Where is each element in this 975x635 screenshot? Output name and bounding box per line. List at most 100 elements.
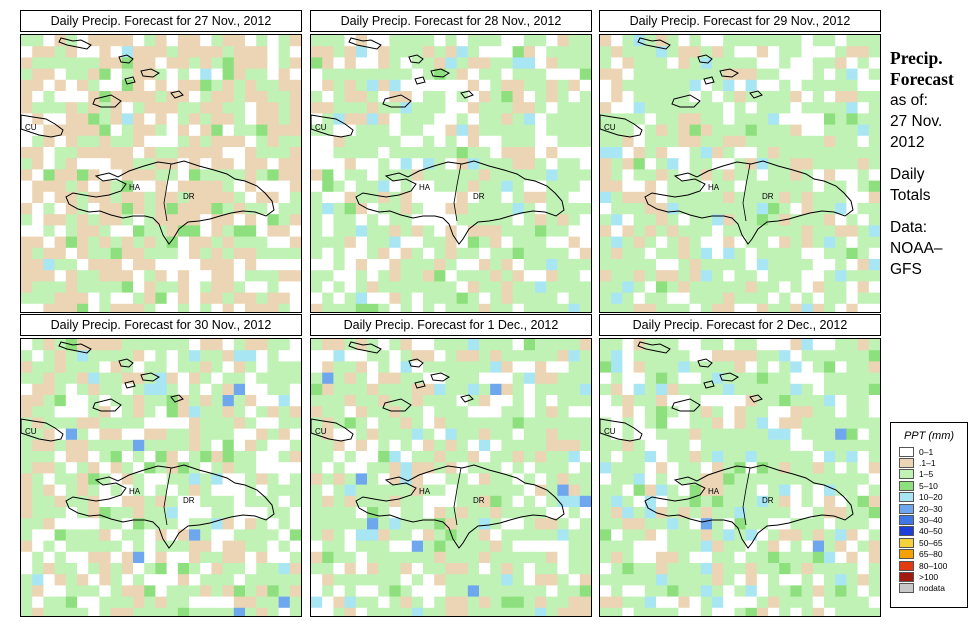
precip-cell — [166, 57, 179, 70]
precip-cell — [189, 574, 201, 586]
precip-cell — [177, 428, 190, 441]
precip-cell — [144, 180, 156, 193]
precip-cell — [333, 225, 346, 238]
precip-cell — [256, 507, 268, 519]
precip-cell — [790, 68, 803, 81]
precip-cell — [656, 395, 668, 407]
precip-cell — [355, 518, 368, 530]
precip-cell — [245, 596, 257, 609]
precip-cell — [501, 439, 514, 452]
precip-cell — [155, 596, 168, 609]
precip-cell — [121, 236, 134, 249]
precip-cell — [801, 113, 814, 126]
precip-cell — [256, 79, 268, 92]
precip-cell — [768, 169, 780, 182]
precip-cell — [411, 158, 424, 170]
precip-cell — [77, 124, 89, 137]
precip-cell — [812, 91, 825, 103]
precip-cell — [245, 191, 257, 204]
precip-cell — [689, 158, 702, 170]
precip-cell — [32, 507, 44, 519]
precip-cell — [54, 417, 67, 430]
precip-cell — [133, 518, 145, 530]
precip-cell — [512, 339, 525, 351]
precip-cell — [790, 428, 803, 441]
precip-cell — [355, 473, 368, 486]
precip-cell — [344, 158, 357, 170]
precip-cell — [812, 225, 825, 238]
precip-cell — [745, 339, 758, 351]
precip-cell — [857, 113, 870, 126]
precip-cell — [790, 292, 803, 305]
precip-cell — [411, 507, 424, 519]
precip-cell — [378, 35, 390, 47]
precip-cell — [378, 495, 390, 508]
precip-cell — [344, 35, 357, 47]
label-dominican-republic: DR — [473, 192, 485, 201]
precip-cell — [333, 596, 346, 609]
precip-cell — [311, 540, 323, 553]
precip-cell — [846, 395, 859, 407]
precip-cell — [400, 417, 413, 430]
precip-cell — [611, 158, 623, 170]
precip-cell — [32, 135, 44, 148]
precip-cell — [611, 428, 623, 441]
precip-cell — [133, 339, 145, 351]
precip-cell — [166, 259, 179, 271]
precip-cell — [289, 158, 301, 170]
precip-cell — [467, 281, 480, 294]
precip-cell — [633, 596, 646, 609]
precip-cell — [790, 270, 803, 282]
precip-cell — [835, 462, 847, 474]
sidebar-title-line2: Forecast — [890, 69, 954, 89]
precip-cell — [868, 158, 880, 170]
precip-cell — [222, 292, 235, 305]
legend-label: 10–20 — [919, 492, 943, 503]
precip-cell — [110, 180, 123, 193]
precip-cell — [233, 529, 246, 542]
precip-cell — [857, 607, 870, 616]
precip-cell — [133, 361, 145, 374]
precip-cell — [622, 529, 635, 542]
precip-cell — [21, 607, 33, 616]
precip-cell — [456, 303, 469, 312]
precip-cell — [32, 439, 44, 452]
precip-cell — [535, 428, 547, 441]
precip-cell — [734, 57, 747, 70]
precip-cell — [88, 35, 100, 47]
precip-cell — [644, 135, 657, 148]
precip-cell — [656, 68, 668, 81]
precip-cell — [835, 68, 847, 81]
precip-cell — [121, 383, 134, 396]
precip-cell — [479, 303, 491, 312]
precip-cell — [200, 225, 212, 238]
precip-cell — [344, 259, 357, 271]
precip-cell — [423, 551, 435, 564]
precip-cell — [633, 406, 646, 418]
precip-cell — [189, 292, 201, 305]
precip-cell — [467, 529, 480, 542]
precip-cell — [868, 585, 880, 598]
precip-cell — [801, 147, 814, 159]
precip-cell — [678, 191, 691, 204]
precip-cell — [523, 585, 536, 598]
precip-cell — [211, 607, 224, 616]
precip-cell — [689, 563, 702, 575]
precip-cell — [801, 451, 814, 463]
precip-cell — [133, 46, 145, 58]
precip-cell — [411, 303, 424, 312]
precip-cell — [378, 518, 390, 530]
precip-cell — [712, 113, 724, 126]
precip-cell — [756, 180, 769, 193]
precip-cell — [233, 495, 246, 508]
precip-cell — [456, 191, 469, 204]
precip-cell — [644, 124, 657, 137]
precip-cell — [857, 518, 870, 530]
precip-cell — [333, 281, 346, 294]
precip-cell — [211, 439, 224, 452]
legend-item: 5–10 — [899, 480, 967, 491]
precip-cell — [378, 158, 390, 170]
precip-cell — [779, 259, 791, 271]
precip-cell — [189, 270, 201, 282]
precip-cell — [745, 473, 758, 486]
